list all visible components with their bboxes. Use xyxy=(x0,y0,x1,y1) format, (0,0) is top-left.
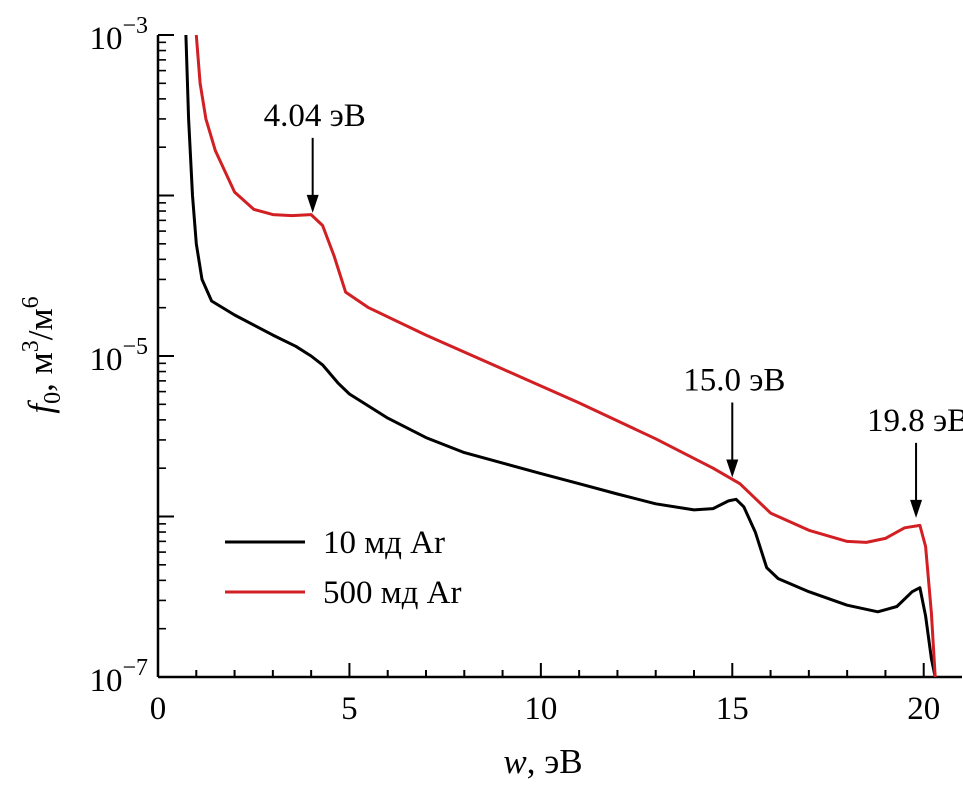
annotation-label: 4.04 эВ xyxy=(264,98,366,134)
y-tick-label: 10−7 xyxy=(89,655,148,699)
legend-label: 10 мд Ar xyxy=(323,525,445,561)
x-axis-unit: , эВ xyxy=(527,742,583,781)
y-tick-label: 10−5 xyxy=(89,334,148,378)
y-axis-unit-m: , м xyxy=(21,352,60,392)
annotation-label: 15.0 эВ xyxy=(683,362,785,398)
x-axis-var: w xyxy=(503,742,527,781)
series-line-1 xyxy=(184,35,937,677)
y-axis-sup3: 3 xyxy=(18,340,44,352)
y-axis-sub: 0 xyxy=(40,392,66,404)
annotation-layer: 4.04 эВ 15.0 эВ 19.8 эВ xyxy=(264,98,963,518)
legend: 10 мд Ar 500 мд Ar xyxy=(225,525,462,611)
arrow-head-icon xyxy=(726,459,739,478)
arrow-head-icon xyxy=(306,194,319,213)
annotation: 15.0 эВ xyxy=(683,362,785,478)
annotation: 4.04 эВ xyxy=(264,98,366,213)
y-tick-label: 10−3 xyxy=(89,13,148,57)
arrow-head-icon xyxy=(910,499,923,518)
annotation: 19.8 эВ xyxy=(867,403,963,518)
y-axis-slash: /м xyxy=(21,308,60,340)
x-tick-label: 5 xyxy=(341,691,358,727)
x-axis-label: w, эВ xyxy=(503,742,582,781)
y-axis-sup6: 6 xyxy=(18,296,44,308)
legend-entry: 10 мд Ar xyxy=(225,525,445,561)
x-tick-label: 10 xyxy=(524,691,557,727)
series-line-2 xyxy=(194,35,937,677)
legend-entry: 500 мд Ar xyxy=(225,575,462,611)
legend-label: 500 мд Ar xyxy=(323,575,462,611)
series-layer xyxy=(184,35,937,677)
tick-layer: 0 5 10 15 20 10−3 10−5 10−7 xyxy=(89,13,940,727)
x-tick-label: 15 xyxy=(716,691,749,727)
x-tick-label: 0 xyxy=(150,691,167,727)
y-axis-label: f0, м3/м6 xyxy=(18,296,66,413)
x-tick-label: 20 xyxy=(907,691,940,727)
annotation-label: 19.8 эВ xyxy=(867,403,963,439)
